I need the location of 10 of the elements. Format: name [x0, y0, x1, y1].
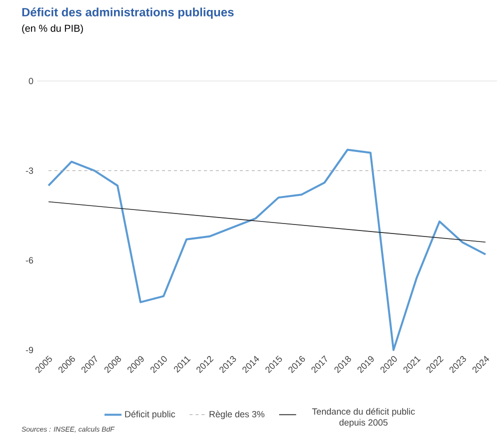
chart-title: Déficit des administrations publiques	[22, 8, 234, 19]
legend-label: Règle des 3%	[210, 410, 264, 420]
y-tick-label: -3	[26, 167, 34, 174]
legend-label: Tendance du déficit public depuis 2005	[312, 408, 415, 428]
y-tick-label: -9	[26, 346, 34, 354]
chart-subtitle: (en % du PIB)	[22, 24, 83, 34]
line-series	[48, 148, 487, 351]
y-tick-label: 0	[28, 78, 34, 84]
y-tick-label: -6	[26, 257, 34, 264]
legend-label: Déficit public	[125, 410, 176, 420]
